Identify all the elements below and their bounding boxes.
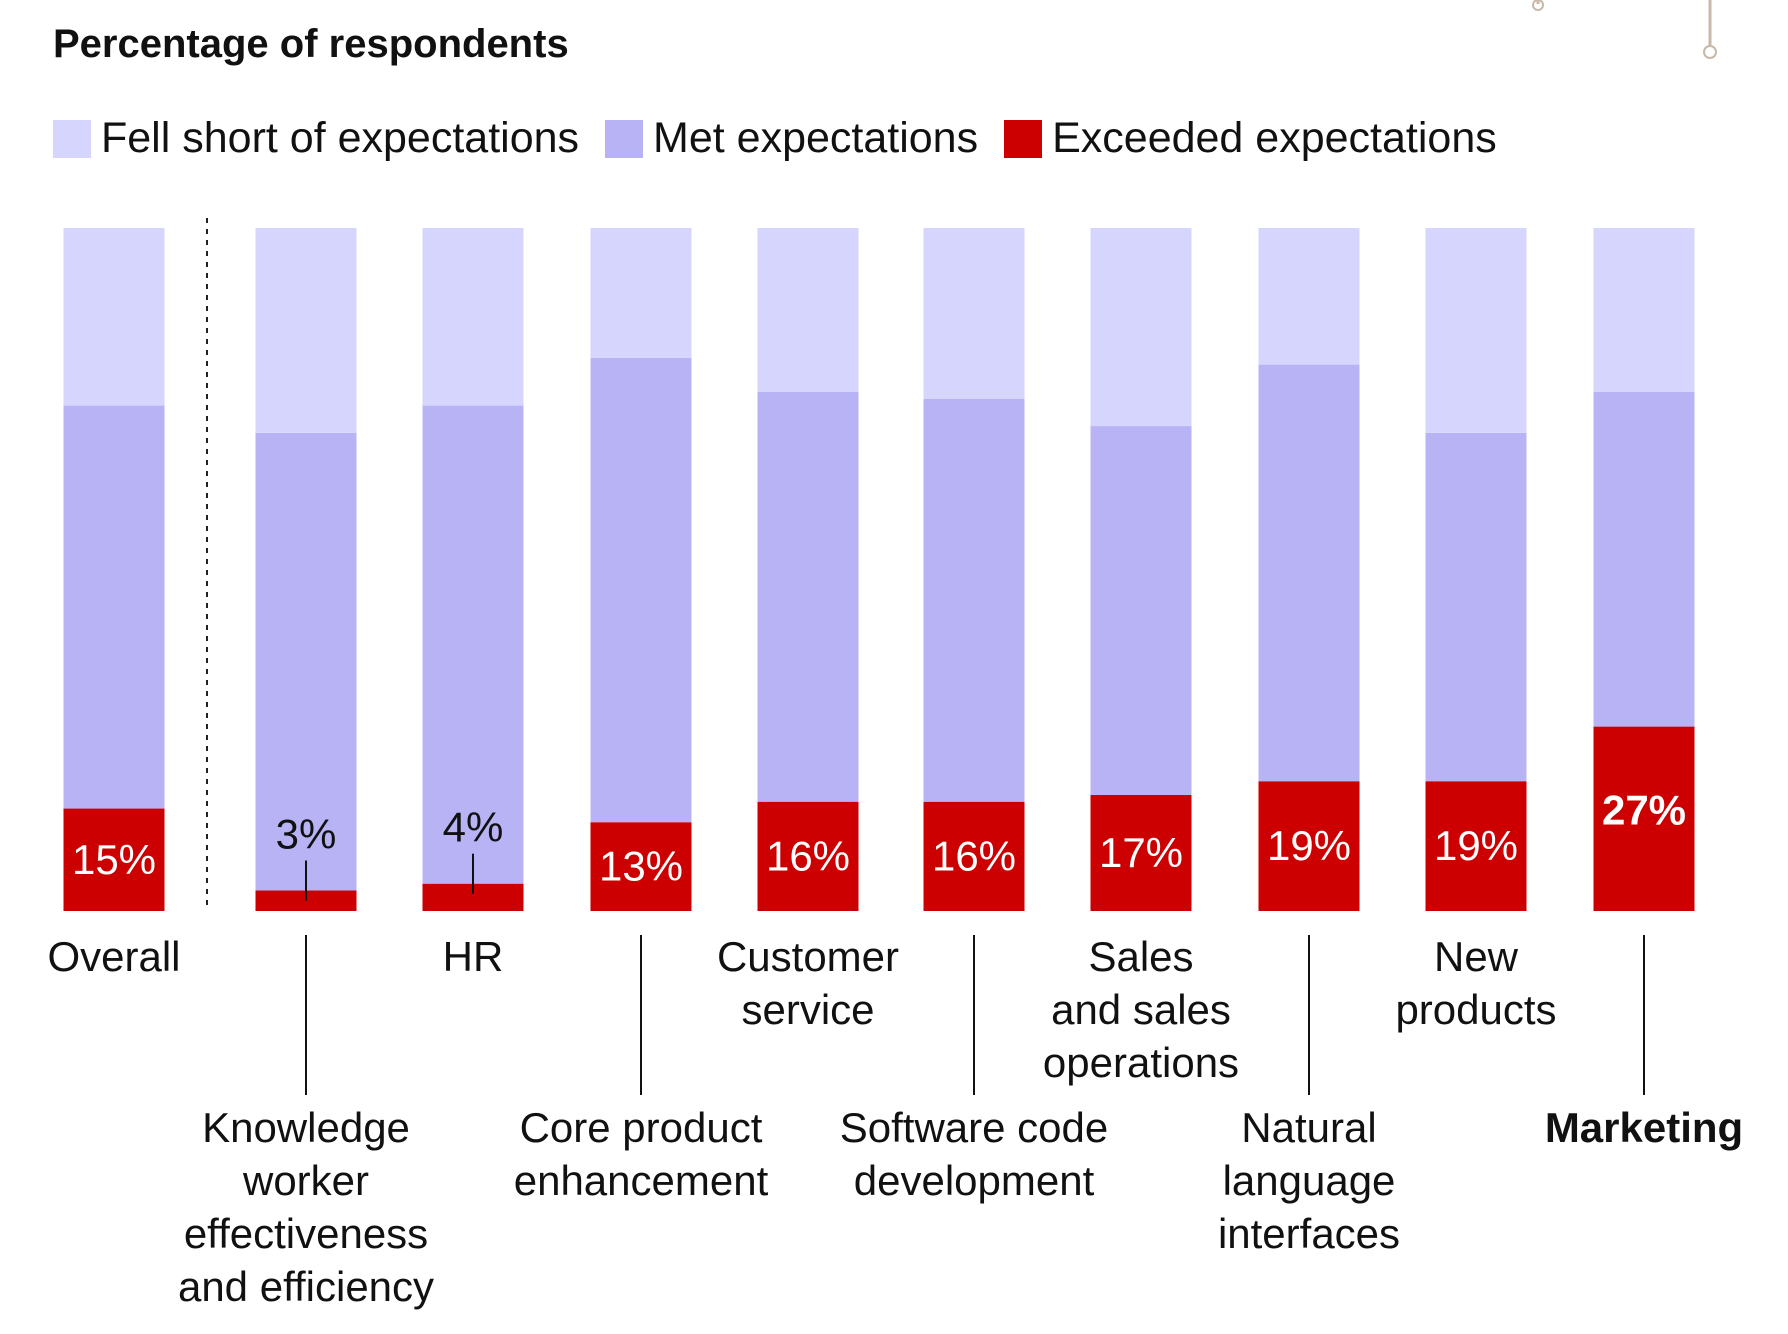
bar-met-7 xyxy=(1258,364,1360,782)
data-label-exceeded-0: 15% xyxy=(72,836,156,883)
bar-fell-short-5 xyxy=(923,228,1025,399)
bar-fell-short-8 xyxy=(1425,228,1527,433)
data-label-exceeded-1: 3% xyxy=(276,811,337,858)
bar-met-4 xyxy=(757,391,859,802)
bar-met-3 xyxy=(590,357,692,823)
legend-swatch-fell-short xyxy=(53,119,91,158)
category-label-8-line-0: New xyxy=(1434,933,1519,980)
bar-exceeded-9 xyxy=(1593,726,1695,911)
bar-met-9 xyxy=(1593,391,1695,727)
data-label-exceeded-7: 19% xyxy=(1267,822,1351,869)
legend-swatch-exceeded xyxy=(1004,119,1043,158)
category-label-5-line-1: development xyxy=(854,1157,1095,1204)
bar-met-6 xyxy=(1090,426,1192,795)
data-label-exceeded-9: 27% xyxy=(1602,787,1686,834)
category-label-4-line-1: service xyxy=(741,986,874,1033)
category-label-1-line-3: and efficiency xyxy=(178,1263,434,1310)
bar-met-5 xyxy=(923,398,1025,802)
bar-exceeded-4 xyxy=(757,801,859,911)
data-label-exceeded-6: 17% xyxy=(1099,829,1183,876)
category-label-7-line-2: interfaces xyxy=(1218,1210,1400,1257)
category-label-1-line-1: worker xyxy=(242,1157,369,1204)
category-label-1-line-2: effectiveness xyxy=(184,1210,428,1257)
bar-met-0 xyxy=(63,405,165,809)
legend-label-exceeded: Exceeded expectations xyxy=(1052,114,1497,162)
category-label-0-line-0: Overall xyxy=(47,933,180,980)
bar-exceeded-3 xyxy=(590,822,692,911)
category-label-8-line-1: products xyxy=(1395,986,1556,1033)
category-label-9-line-0: Marketing xyxy=(1545,1104,1743,1151)
category-label-1-line-0: Knowledge xyxy=(202,1104,410,1151)
bar-met-8 xyxy=(1425,432,1527,782)
data-label-exceeded-4: 16% xyxy=(766,832,850,879)
bar-met-2 xyxy=(422,405,524,884)
bar-fell-short-1 xyxy=(255,228,357,433)
data-label-exceeded-3: 13% xyxy=(599,843,683,890)
category-label-7-line-1: language xyxy=(1223,1157,1396,1204)
chart-title: Percentage of respondents xyxy=(53,22,569,66)
legend-item-fell-short: Fell short of expectations xyxy=(53,114,579,163)
category-label-3-line-1: enhancement xyxy=(514,1157,769,1204)
bar-fell-short-0 xyxy=(63,228,165,406)
bar-exceeded-0 xyxy=(63,808,165,911)
bar-exceeded-7 xyxy=(1258,781,1360,911)
legend: Fell short of expectations Met expectati… xyxy=(53,114,1523,163)
bar-fell-short-3 xyxy=(590,228,692,358)
corner-decoration xyxy=(1532,0,1717,59)
category-label-3-line-0: Core product xyxy=(520,1104,763,1151)
legend-item-met: Met expectations xyxy=(605,114,978,163)
category-label-6-line-0: Sales xyxy=(1088,933,1193,980)
bar-met-1 xyxy=(255,432,357,891)
data-label-exceeded-2: 4% xyxy=(443,804,504,851)
category-label-5-line-0: Software code xyxy=(840,1104,1109,1151)
bar-fell-short-9 xyxy=(1593,228,1695,392)
category-label-6-line-2: operations xyxy=(1043,1039,1239,1086)
category-label-7-line-0: Natural xyxy=(1241,1104,1376,1151)
category-label-2-line-0: HR xyxy=(443,933,504,980)
data-label-exceeded-8: 19% xyxy=(1434,822,1518,869)
bar-exceeded-8 xyxy=(1425,781,1527,911)
bar-exceeded-1 xyxy=(255,890,357,911)
legend-swatch-met xyxy=(605,119,644,158)
legend-label-fell-short: Fell short of expectations xyxy=(101,114,580,162)
bar-fell-short-4 xyxy=(757,228,859,392)
bar-exceeded-6 xyxy=(1090,794,1192,911)
bar-fell-short-7 xyxy=(1258,228,1360,365)
bar-fell-short-2 xyxy=(422,228,524,406)
category-label-4-line-0: Customer xyxy=(717,933,899,980)
legend-item-exceeded: Exceeded expectations xyxy=(1004,114,1497,163)
data-label-exceeded-5: 16% xyxy=(932,832,1016,879)
legend-label-met: Met expectations xyxy=(653,114,979,162)
bar-exceeded-5 xyxy=(923,801,1025,911)
category-label-6-line-1: and sales xyxy=(1051,986,1231,1033)
bar-fell-short-6 xyxy=(1090,228,1192,427)
